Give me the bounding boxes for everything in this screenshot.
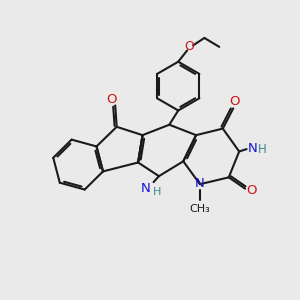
Text: H: H [153,187,161,196]
Text: N: N [194,177,204,190]
Text: CH₃: CH₃ [190,204,210,214]
Text: H: H [258,142,266,156]
Text: N: N [248,142,258,155]
Text: O: O [184,40,194,53]
Text: N: N [141,182,151,194]
Text: O: O [246,184,257,196]
Text: O: O [106,93,117,106]
Text: O: O [230,95,240,108]
